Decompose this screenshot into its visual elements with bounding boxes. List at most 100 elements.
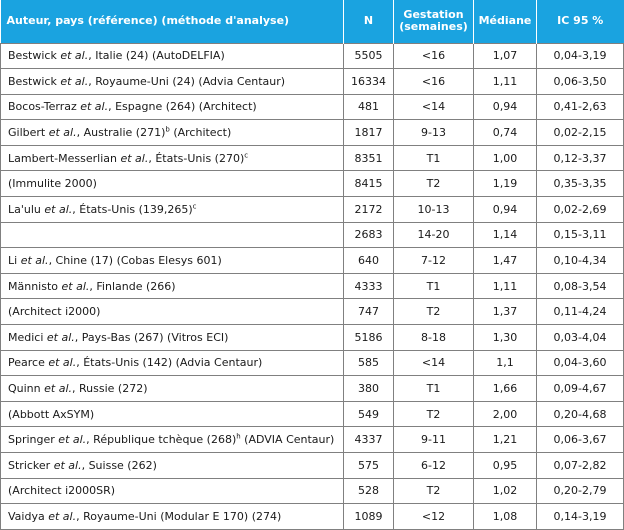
gestation-cell: <12 bbox=[393, 503, 474, 530]
study-detail: , Royaume-Uni (Modular E 170) (274) bbox=[76, 509, 282, 523]
ci-cell: 0,41-2,63 bbox=[536, 93, 624, 121]
n-cell: 528 bbox=[343, 477, 394, 505]
study-author: Springer bbox=[8, 433, 55, 447]
table-row: Springer et al., République tchèque (268… bbox=[0, 426, 624, 453]
header-study: Auteur, pays (référence) (méthode d'anal… bbox=[0, 0, 344, 43]
table-row: Medici et al., Pays-Bas (267) (Vitros EC… bbox=[0, 324, 624, 351]
header-ic: IC 95 % bbox=[536, 0, 624, 43]
study-detail: , Espagne (264) (Architect) bbox=[108, 100, 257, 114]
n-cell: 5505 bbox=[343, 42, 394, 70]
study-author: Li bbox=[8, 254, 18, 268]
study-footnote: b bbox=[165, 125, 170, 134]
gestation-cell: <16 bbox=[393, 68, 474, 95]
n-cell: 16334 bbox=[343, 68, 394, 95]
gestation-cell: 6-12 bbox=[393, 452, 474, 479]
median-cell: 1,08 bbox=[473, 503, 537, 530]
n-cell: 8415 bbox=[343, 170, 394, 198]
study-author: (Architect i2000SR) bbox=[8, 484, 116, 498]
ci-cell: 0,11-4,24 bbox=[536, 298, 624, 326]
n-cell: 2172 bbox=[343, 196, 394, 223]
n-cell: 1089 bbox=[343, 503, 394, 530]
study-author: Bestwick bbox=[8, 49, 57, 63]
study-cell: Vaidya et al., Royaume-Uni (Modular E 17… bbox=[0, 503, 344, 530]
table-row: Bestwick et al., Royaume-Uni (24) (Advia… bbox=[0, 68, 624, 95]
study-cell: Bestwick et al., Royaume-Uni (24) (Advia… bbox=[0, 68, 344, 95]
ci-cell: 0,15-3,11 bbox=[536, 221, 624, 249]
median-cell: 0,74 bbox=[473, 119, 537, 146]
table-row: Gilbert et al., Australie (271)b (Archit… bbox=[0, 119, 624, 146]
ci-cell: 0,04-3,60 bbox=[536, 349, 624, 377]
n-cell: 575 bbox=[343, 452, 394, 479]
study-cell: Gilbert et al., Australie (271)b (Archit… bbox=[0, 119, 344, 146]
ci-cell: 0,07-2,82 bbox=[536, 452, 624, 479]
gestation-cell: T1 bbox=[393, 375, 474, 402]
ci-cell: 0,09-4,67 bbox=[536, 375, 624, 402]
gestation-cell: T2 bbox=[393, 298, 474, 326]
median-cell: 0,95 bbox=[473, 452, 537, 479]
ci-cell: 0,08-3,54 bbox=[536, 272, 624, 300]
n-cell: 5186 bbox=[343, 324, 394, 351]
study-cell bbox=[0, 221, 344, 249]
study-cell: Stricker et al., Suisse (262) bbox=[0, 452, 344, 479]
table-row: Bocos-Terraz et al., Espagne (264) (Arch… bbox=[0, 93, 624, 121]
median-cell: 1,14 bbox=[473, 221, 537, 249]
median-cell: 1,37 bbox=[473, 298, 537, 326]
study-etal: et al. bbox=[61, 279, 90, 293]
ci-cell: 0,20-2,79 bbox=[536, 477, 624, 505]
study-method: (ADVIA Centaur) bbox=[240, 433, 335, 447]
study-etal: et al. bbox=[48, 356, 77, 370]
n-cell: 4333 bbox=[343, 272, 394, 300]
gestation-cell: 7-12 bbox=[393, 247, 474, 274]
ci-cell: 0,06-3,67 bbox=[536, 426, 624, 453]
study-detail: , Finlande (266) bbox=[89, 279, 176, 293]
n-cell: 380 bbox=[343, 375, 394, 402]
study-cell: Li et al., Chine (17) (Cobas Elesys 601) bbox=[0, 247, 344, 274]
study-author: Pearce bbox=[8, 356, 45, 370]
median-cell: 0,94 bbox=[473, 93, 537, 121]
study-detail: , États-Unis (270) bbox=[148, 151, 245, 165]
median-cell: 1,47 bbox=[473, 247, 537, 274]
median-cell: 1,00 bbox=[473, 144, 537, 172]
table-header-row: Auteur, pays (référence) (méthode d'anal… bbox=[0, 0, 624, 43]
study-author: Vaidya bbox=[8, 509, 45, 523]
study-cell: Männisto et al., Finlande (266) bbox=[0, 272, 344, 300]
table-row: Bestwick et al., Italie (24) (AutoDELFIA… bbox=[0, 42, 624, 70]
gestation-cell: 10-13 bbox=[393, 196, 474, 223]
n-cell: 585 bbox=[343, 349, 394, 377]
header-median: Médiane bbox=[473, 0, 537, 43]
study-etal: et al. bbox=[120, 151, 149, 165]
table-row: (Abbott AxSYM) 549 T2 2,00 0,20-4,68 bbox=[0, 400, 624, 428]
study-detail: , Royaume-Uni (24) (Advia Centaur) bbox=[88, 74, 286, 88]
study-cell: Springer et al., République tchèque (268… bbox=[0, 426, 344, 453]
median-cell: 1,66 bbox=[473, 375, 537, 402]
table-row: Lambert-Messerlian et al., États-Unis (2… bbox=[0, 144, 624, 172]
study-cell: (Immulite 2000) bbox=[0, 170, 344, 198]
study-author: Bestwick bbox=[8, 74, 57, 88]
table-row: Stricker et al., Suisse (262) 575 6-12 0,95… bbox=[0, 452, 624, 479]
median-cell: 1,11 bbox=[473, 272, 537, 300]
n-cell: 4337 bbox=[343, 426, 394, 453]
study-etal: et al. bbox=[48, 126, 77, 140]
study-author: Männisto bbox=[8, 279, 59, 293]
study-cell: Bestwick et al., Italie (24) (AutoDELFIA… bbox=[0, 42, 344, 70]
median-cell: 1,19 bbox=[473, 170, 537, 198]
study-etal: et al. bbox=[53, 458, 82, 472]
gestation-cell: T1 bbox=[393, 144, 474, 172]
median-cell: 1,07 bbox=[473, 42, 537, 70]
gestation-cell: 9-11 bbox=[393, 426, 474, 453]
study-cell: Quinn et al., Russie (272) bbox=[0, 375, 344, 402]
study-detail: , États-Unis (139,265) bbox=[72, 202, 193, 216]
median-cell: 2,00 bbox=[473, 400, 537, 428]
study-footnote: c bbox=[192, 202, 197, 211]
ci-cell: 0,06-3,50 bbox=[536, 68, 624, 95]
study-footnote: c bbox=[244, 151, 249, 160]
median-cell: 1,02 bbox=[473, 477, 537, 505]
study-detail: , Australie (271) bbox=[76, 126, 166, 140]
study-etal: et al. bbox=[46, 330, 75, 344]
ci-cell: 0,14-3,19 bbox=[536, 503, 624, 530]
median-cell: 1,21 bbox=[473, 426, 537, 453]
study-author: (Immulite 2000) bbox=[8, 177, 97, 191]
gestation-cell: 9-13 bbox=[393, 119, 474, 146]
ci-cell: 0,03-4,04 bbox=[536, 324, 624, 351]
study-author: Quinn bbox=[8, 382, 41, 396]
